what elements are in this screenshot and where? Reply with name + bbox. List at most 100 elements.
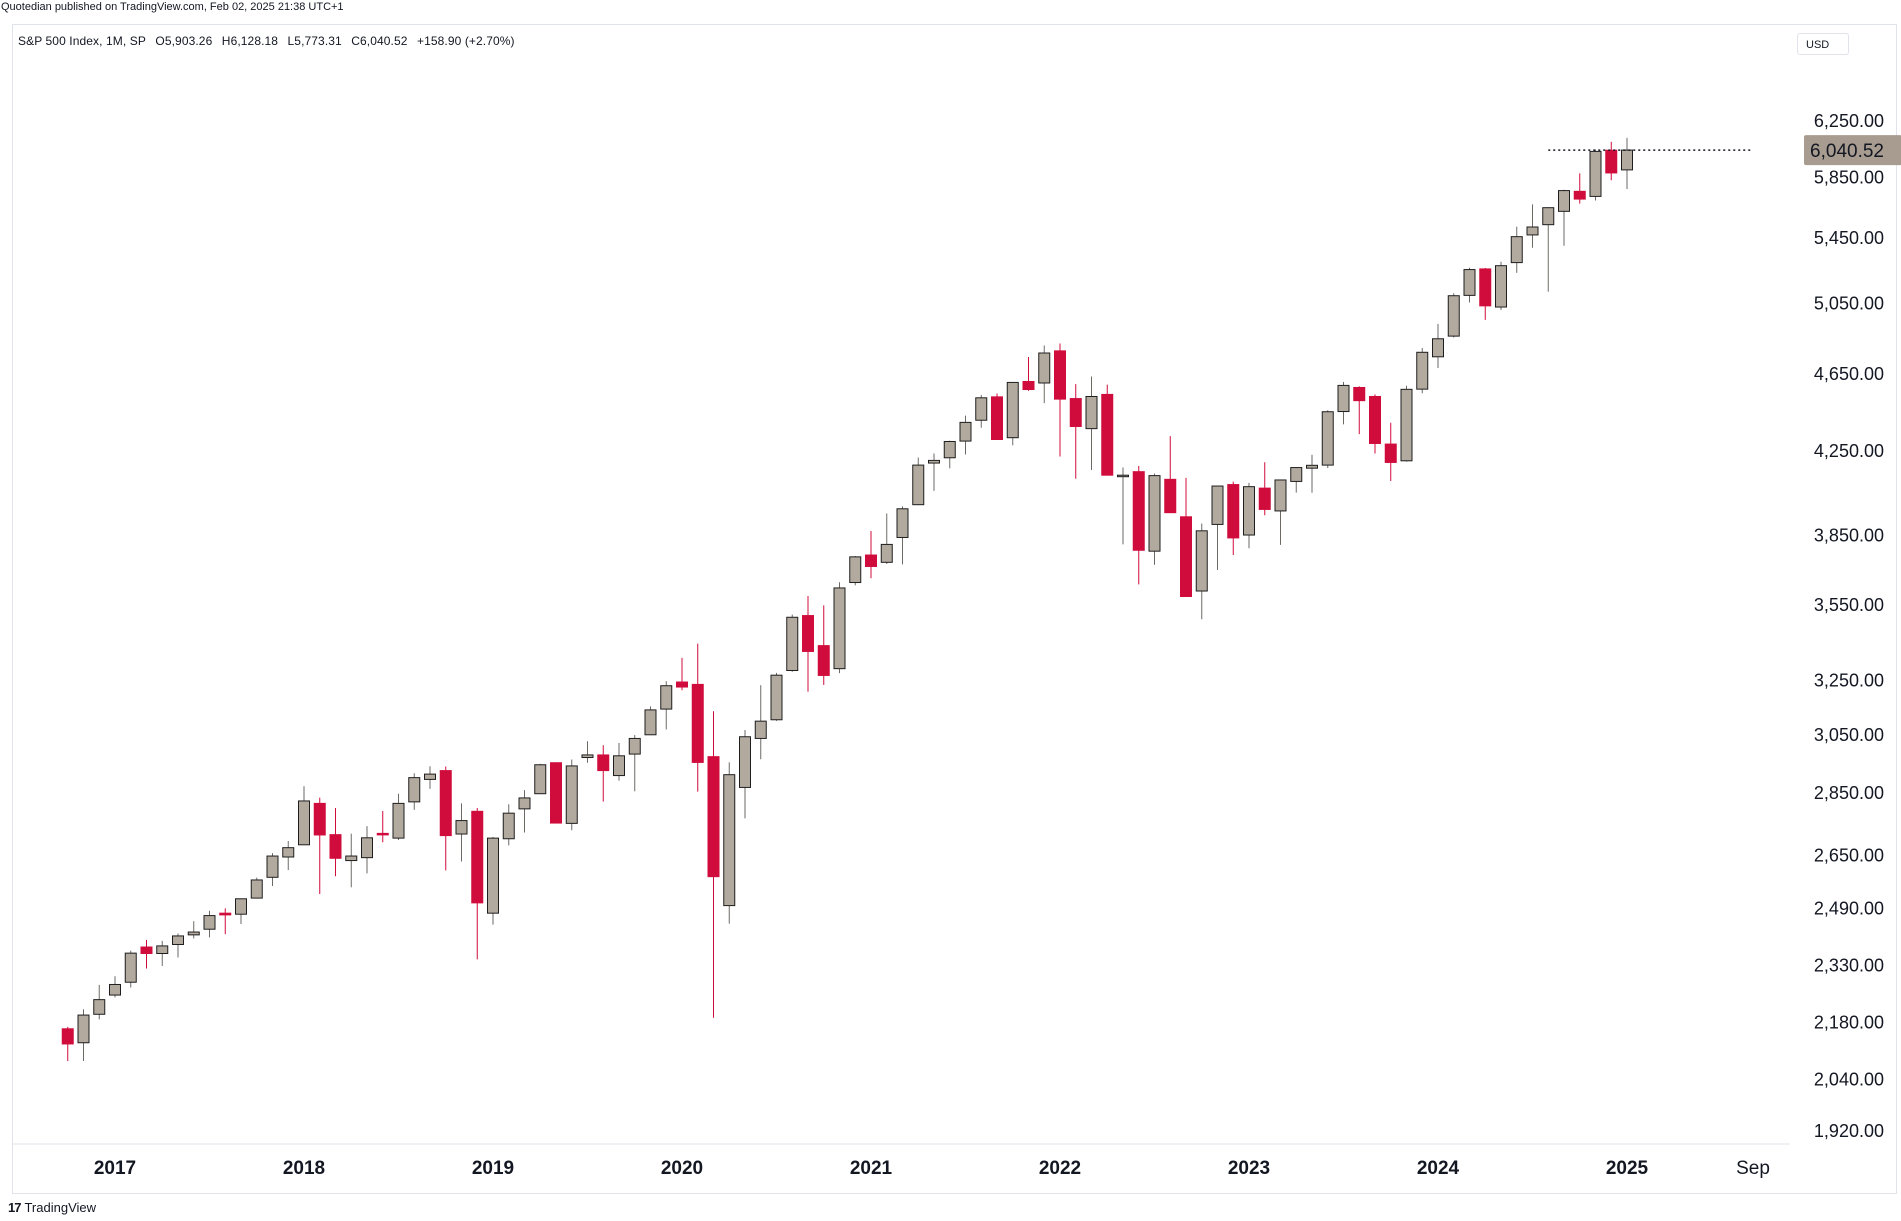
candle-body[interactable] [1211,485,1224,525]
candle-body[interactable] [1526,226,1539,236]
candle-body[interactable] [581,754,594,759]
candle-body[interactable] [550,762,562,824]
candle-body[interactable] [959,421,972,442]
candle-body[interactable] [1621,149,1633,171]
candle-body[interactable] [1258,487,1271,510]
candle-body[interactable] [1195,530,1208,592]
candle-body[interactable] [1022,380,1035,391]
tradingview-logo[interactable]: 17 TradingView [8,1197,96,1217]
candle-body[interactable] [487,837,499,914]
candle-body[interactable] [1558,190,1570,212]
candle-body[interactable] [1132,471,1145,551]
candle-body[interactable] [817,645,830,676]
candle-body[interactable] [1274,479,1287,512]
candle-body[interactable] [613,755,625,777]
candle-body[interactable] [282,847,295,858]
candle-body[interactable] [1495,265,1507,308]
candle-body[interactable] [93,999,106,1015]
candle-body[interactable] [1038,352,1051,384]
candle-body[interactable] [786,616,799,671]
legend-symbol[interactable]: S&P 500 Index, 1M, SP [18,34,146,48]
candle-body[interactable] [770,674,783,721]
candle-body[interactable] [849,556,862,584]
candle-body[interactable] [1432,338,1444,358]
candle-body[interactable] [1069,398,1082,427]
candle-body[interactable] [928,459,940,464]
candle-body[interactable] [392,802,405,839]
candle-body[interactable] [471,810,484,904]
candle-body[interactable] [124,952,137,983]
candle-body[interactable] [628,737,641,755]
candle-body[interactable] [1542,207,1555,226]
candle-body[interactable] [1227,484,1240,539]
candle-body[interactable] [219,912,232,916]
candle-body[interactable] [266,855,279,878]
candle-body[interactable] [361,837,373,859]
candle-body[interactable] [1447,295,1460,337]
candle-body[interactable] [534,764,547,795]
candle-body[interactable] [1605,149,1618,174]
candle-body[interactable] [739,736,751,788]
candle-body[interactable] [298,800,310,846]
candle-body[interactable] [1400,388,1413,462]
candle-body[interactable] [376,832,389,836]
candle-body[interactable] [865,554,877,567]
candle-body[interactable] [1148,475,1161,552]
candle-body[interactable] [676,681,688,688]
candle-body[interactable] [250,879,263,899]
candle-body[interactable] [1479,268,1492,307]
candle-body[interactable] [1290,467,1303,482]
candle-body[interactable] [187,931,200,936]
candle-body[interactable] [707,756,720,878]
candle-body[interactable] [975,397,988,421]
candle-body[interactable] [912,464,925,506]
candle-body[interactable] [408,777,421,803]
candle-body[interactable] [1369,395,1381,444]
candle-body[interactable] [880,543,893,563]
candle-body[interactable] [156,945,169,954]
candle-body[interactable] [345,855,358,862]
candle-body[interactable] [172,935,184,945]
candle-body[interactable] [518,797,531,810]
candle-body[interactable] [1306,464,1318,469]
candle-body[interactable] [1337,384,1350,413]
candle-body[interactable] [424,773,436,780]
candle-body[interactable] [1054,350,1066,400]
candle-body[interactable] [565,765,578,824]
candle-body[interactable] [1180,516,1192,597]
candle-body[interactable] [140,946,153,954]
candle-body[interactable] [1589,150,1602,197]
candle-body[interactable] [109,983,121,996]
candle-body[interactable] [61,1028,74,1045]
candle-body[interactable] [660,685,673,710]
candle-body[interactable] [833,587,846,670]
candle-body[interactable] [1416,351,1429,390]
currency-badge[interactable]: USD [1797,33,1849,55]
candle-body[interactable] [1085,395,1098,430]
candle-body[interactable] [1573,190,1586,200]
candle-body[interactable] [1243,486,1255,536]
candle-body[interactable] [502,812,515,840]
candle-body[interactable] [329,834,342,859]
candle-body[interactable] [943,440,956,459]
candle-body[interactable] [597,754,610,772]
candle-body[interactable] [1463,269,1476,296]
candle-body[interactable] [691,683,704,763]
candle-body[interactable] [313,802,326,836]
candle-body[interactable] [77,1014,90,1044]
candle-body[interactable] [1510,236,1523,264]
candle-body[interactable] [723,774,736,907]
candle-body[interactable] [754,720,767,739]
candle-body[interactable] [1164,478,1177,514]
candle-body[interactable] [439,770,452,837]
candle-body[interactable] [1117,474,1129,478]
candle-body[interactable] [1384,443,1397,463]
candle-body[interactable] [644,709,657,736]
candle-body[interactable] [235,898,247,915]
candle-body[interactable] [896,508,909,538]
candle-body[interactable] [1353,386,1366,402]
candle-body[interactable] [1006,381,1019,439]
candle-body[interactable] [455,820,468,835]
candle-body[interactable] [991,396,1003,440]
